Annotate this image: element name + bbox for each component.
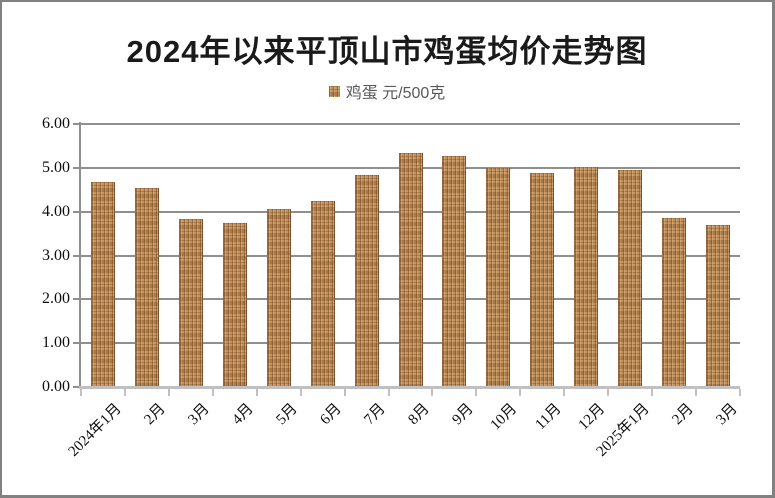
- x-axis-label: 7月: [361, 400, 389, 429]
- y-axis-tick: [73, 166, 80, 169]
- x-axis-label: 2月: [669, 400, 697, 429]
- bar: [310, 200, 335, 387]
- legend-label: 鸡蛋 元/500克: [345, 85, 446, 102]
- x-axis-label: 4月: [229, 400, 257, 429]
- x-axis-tick: [299, 389, 302, 396]
- x-axis-tick: [519, 389, 522, 396]
- x-axis-tick: [431, 389, 434, 396]
- bar: [442, 155, 467, 387]
- legend-swatch-icon: [328, 85, 340, 97]
- bar: [90, 181, 115, 387]
- x-axis-label: 3月: [185, 400, 213, 429]
- chart-legend: 鸡蛋 元/500克: [2, 79, 772, 103]
- x-axis-label: 5月: [273, 400, 301, 429]
- bar: [398, 152, 423, 387]
- y-axis-label: 0.00: [42, 378, 70, 395]
- bar: [530, 173, 555, 387]
- y-axis-tick: [73, 123, 80, 125]
- chart-title: 2024年以来平顶山市鸡蛋均价走势图: [126, 34, 648, 69]
- x-axis-label: 10月: [487, 400, 521, 434]
- x-axis-tick: [255, 389, 258, 396]
- bar: [134, 188, 159, 387]
- x-axis-tick: [211, 389, 214, 396]
- x-axis-line: [79, 386, 740, 389]
- x-axis-label: 2024年1月: [66, 400, 126, 460]
- y-axis-label: 6.00: [42, 115, 70, 132]
- x-axis-tick: [695, 389, 698, 396]
- y-axis-tick: [73, 210, 80, 213]
- x-axis-label: 3月: [712, 400, 741, 429]
- y-axis-tick: [73, 386, 80, 388]
- y-axis-label: 2.00: [42, 290, 70, 308]
- x-axis-label: 11月: [532, 400, 565, 433]
- x-axis-tick: [167, 389, 170, 396]
- bar: [662, 217, 687, 387]
- bar: [574, 167, 599, 387]
- x-axis-tick: [123, 389, 126, 396]
- bar: [618, 170, 643, 387]
- y-axis-tick: [73, 254, 80, 257]
- x-axis-tick: [387, 389, 390, 396]
- y-axis-tick: [73, 342, 80, 345]
- y-axis-label: 4.00: [42, 202, 70, 220]
- y-axis-label: 1.00: [42, 334, 70, 352]
- bar: [266, 208, 291, 387]
- x-axis-tick: [651, 389, 654, 396]
- bar: [354, 174, 379, 387]
- x-axis-label: 9月: [449, 400, 477, 429]
- y-axis-tick: [73, 298, 80, 301]
- x-axis-tick: [739, 389, 741, 396]
- bar: [222, 222, 247, 387]
- y-axis-label: 3.00: [42, 246, 70, 264]
- x-axis-label: 6月: [317, 400, 345, 429]
- x-axis-tick: [475, 389, 478, 396]
- y-axis-label: 5.00: [42, 158, 70, 176]
- x-axis-label: 12月: [575, 400, 609, 434]
- bar: [178, 218, 203, 387]
- gridline: [81, 123, 740, 125]
- bar: [486, 168, 511, 387]
- x-axis-tick: [607, 389, 610, 396]
- bar: [706, 224, 731, 387]
- x-axis-tick: [80, 389, 82, 396]
- x-axis-label: 8月: [405, 400, 433, 429]
- x-axis-tick: [343, 389, 346, 396]
- y-axis-line: [79, 122, 81, 389]
- x-axis-label: 2月: [141, 400, 170, 429]
- x-axis-tick: [563, 389, 566, 396]
